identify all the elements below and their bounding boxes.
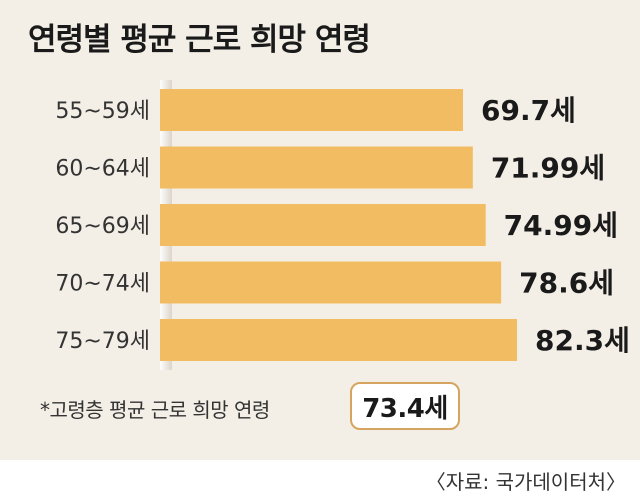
bar-chart: 55~59세 69.7세 60~64세 71.99세 65~69세 74.99세 70~74… xyxy=(55,80,630,370)
bar-3 xyxy=(160,204,486,246)
category-label-5: 75~79세 xyxy=(55,329,150,354)
bar-4 xyxy=(160,261,502,304)
bars-group: 55~59세 69.7세 60~64세 71.99세 65~69세 74.99세 70~74… xyxy=(55,89,630,361)
category-label-1: 55~59세 xyxy=(55,99,150,124)
value-label-5: 82.3세 xyxy=(535,324,630,357)
value-label-2: 71.99세 xyxy=(491,152,605,185)
category-label-4: 70~74세 xyxy=(55,272,150,297)
value-label-4: 78.6세 xyxy=(519,267,614,300)
source-label: 〈자료: 국가데이터처〉 xyxy=(425,470,626,494)
value-label-1: 69.7세 xyxy=(481,94,576,127)
chart-title: 연령별 평균 근로 희망 연령 xyxy=(28,22,371,58)
category-label-2: 60~64세 xyxy=(55,157,150,182)
average-value-box: 73.4세 xyxy=(350,382,460,430)
value-label-3: 74.99세 xyxy=(504,209,618,242)
average-value: 73.4세 xyxy=(362,393,448,424)
bar-2 xyxy=(160,146,473,189)
category-label-3: 65~69세 xyxy=(55,214,150,239)
bar-1 xyxy=(160,89,463,131)
average-note-label: *고령층 평균 근로 희망 연령 xyxy=(40,398,270,422)
bar-5 xyxy=(160,319,517,361)
